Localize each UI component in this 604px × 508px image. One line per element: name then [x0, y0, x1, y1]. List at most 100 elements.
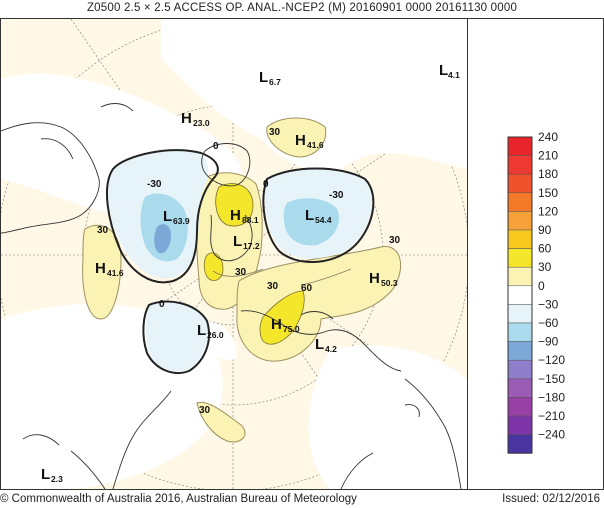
contour-label: 30 — [269, 127, 281, 138]
svg-text:H: H — [95, 260, 106, 277]
very-strong-negative-region — [154, 224, 171, 254]
contour-label: 30 — [267, 281, 279, 292]
legend-swatch — [507, 341, 533, 361]
legend-label: −180 — [538, 390, 565, 404]
svg-text:54.4: 54.4 — [315, 215, 332, 225]
centre-low: L 4.2 — [315, 336, 337, 354]
contour-label: 30 — [235, 267, 247, 278]
svg-text:17.2: 17.2 — [243, 241, 260, 251]
svg-text:L: L — [439, 62, 448, 79]
anomaly-map: L 6.7 L 4.1 H 23.0 H 41.6 L 63.9 H 88.1 L 54.4 … — [0, 18, 468, 490]
svg-text:63.9: 63.9 — [173, 216, 190, 226]
legend-label: −30 — [538, 297, 559, 311]
svg-text:L: L — [259, 69, 268, 86]
legend-swatch — [507, 304, 533, 324]
legend-label: 90 — [538, 223, 552, 237]
issued-date: Issued: 02/12/2016 — [502, 493, 600, 505]
svg-text:4.2: 4.2 — [325, 344, 337, 354]
svg-text:75.0: 75.0 — [283, 324, 300, 334]
centre-high: H 23.0 — [181, 110, 210, 128]
svg-text:H: H — [369, 270, 380, 287]
centre-low: L 54.4 — [305, 207, 332, 225]
color-legend: 240 210 180 150 120 90 60 30 0 −30 −60 −90 −120 −150 −… — [468, 18, 604, 490]
svg-text:L: L — [163, 208, 172, 225]
contour-label: 0 — [263, 179, 269, 190]
legend-swatch — [507, 248, 533, 268]
centre-high: H 41.6 — [295, 132, 324, 150]
svg-text:L: L — [305, 207, 314, 224]
legend-label: −60 — [538, 316, 559, 330]
svg-text:H: H — [181, 110, 192, 127]
legend-swatch — [507, 415, 533, 435]
svg-text:L: L — [233, 233, 242, 250]
centre-low: L 4.1 — [439, 62, 460, 80]
svg-text:23.0: 23.0 — [193, 118, 210, 128]
svg-text:41.6: 41.6 — [307, 140, 324, 150]
legend-label: −150 — [538, 372, 565, 386]
contour-label: 30 — [199, 405, 211, 416]
legend-label: −210 — [538, 409, 565, 423]
legend-frame — [507, 136, 533, 454]
legend-swatch — [507, 359, 533, 380]
legend-label: −120 — [538, 353, 565, 367]
svg-text:2.3: 2.3 — [51, 474, 63, 484]
legend-label: 240 — [538, 130, 558, 144]
pressure-centres: L 6.7 L 4.1 H 23.0 H 41.6 L 63.9 H 88.1 L 54.4 … — [41, 62, 460, 484]
contour-label: 30 — [97, 225, 109, 236]
legend-swatch — [507, 266, 533, 287]
legend-label: 180 — [538, 167, 558, 181]
centre-high: H 88.1 — [230, 207, 259, 225]
positive-contours — [212, 268, 352, 286]
centre-high: H 50.3 — [369, 270, 398, 288]
legend-label: 30 — [538, 260, 552, 274]
legend-swatch — [507, 378, 533, 398]
legend-swatch — [507, 229, 533, 249]
svg-text:6.7: 6.7 — [269, 77, 281, 87]
contour-labels: 30 0 -30 0 -30 30 30 30 0 30 60 30 — [97, 127, 401, 416]
centre-low: L 26.0 — [197, 322, 224, 340]
contour-label: -30 — [329, 190, 344, 201]
svg-text:L: L — [197, 322, 206, 339]
legend-items: 240 210 180 150 120 90 60 30 0 −30 −60 −90 −120 −150 −… — [507, 130, 565, 454]
svg-text:L: L — [41, 466, 50, 483]
svg-text:H: H — [271, 316, 282, 333]
svg-text:4.1: 4.1 — [448, 70, 460, 80]
legend-swatch — [507, 192, 533, 212]
legend-swatch — [507, 322, 533, 342]
svg-text:L: L — [315, 336, 324, 353]
contour-label: 0 — [213, 141, 219, 152]
centre-low: L 17.2 — [233, 233, 260, 251]
contour-label: 60 — [301, 283, 313, 294]
legend-swatch — [507, 285, 533, 305]
legend-label: −90 — [538, 335, 559, 349]
zero-contours — [106, 149, 375, 374]
contour-label: 30 — [389, 235, 401, 246]
centre-low: L 6.7 — [259, 69, 281, 87]
legend-label: −240 — [538, 428, 565, 442]
chart-title: Z0500 2.5 × 2.5 ACCESS OP. ANAL.-NCEP2 (… — [86, 2, 518, 14]
legend-label: 210 — [538, 149, 558, 163]
centre-low: L 2.3 — [41, 466, 63, 484]
copyright-notice: © Commonwealth of Australia 2016, Austra… — [0, 493, 357, 505]
legend-label: 150 — [538, 186, 558, 200]
centre-high: H 41.6 — [95, 260, 124, 278]
svg-text:88.1: 88.1 — [242, 215, 259, 225]
legend-swatch — [507, 136, 533, 156]
strong-positive-regions — [203, 183, 305, 345]
svg-text:H: H — [230, 207, 241, 224]
svg-text:26.0: 26.0 — [207, 330, 224, 340]
coastlines — [1, 103, 462, 489]
centre-high: H 75.0 — [271, 316, 300, 334]
legend-label: 0 — [538, 279, 545, 293]
legend-label: 60 — [538, 242, 552, 256]
contour-label: 0 — [159, 299, 165, 310]
legend-swatch — [507, 397, 533, 417]
legend-swatch — [507, 173, 533, 194]
svg-text:50.3: 50.3 — [381, 278, 398, 288]
legend-label: 120 — [538, 204, 558, 218]
centre-low: L 63.9 — [163, 208, 190, 226]
svg-text:41.6: 41.6 — [107, 268, 124, 278]
legend-swatch — [507, 155, 533, 175]
svg-text:H: H — [295, 132, 306, 149]
contour-label: -30 — [147, 179, 162, 190]
